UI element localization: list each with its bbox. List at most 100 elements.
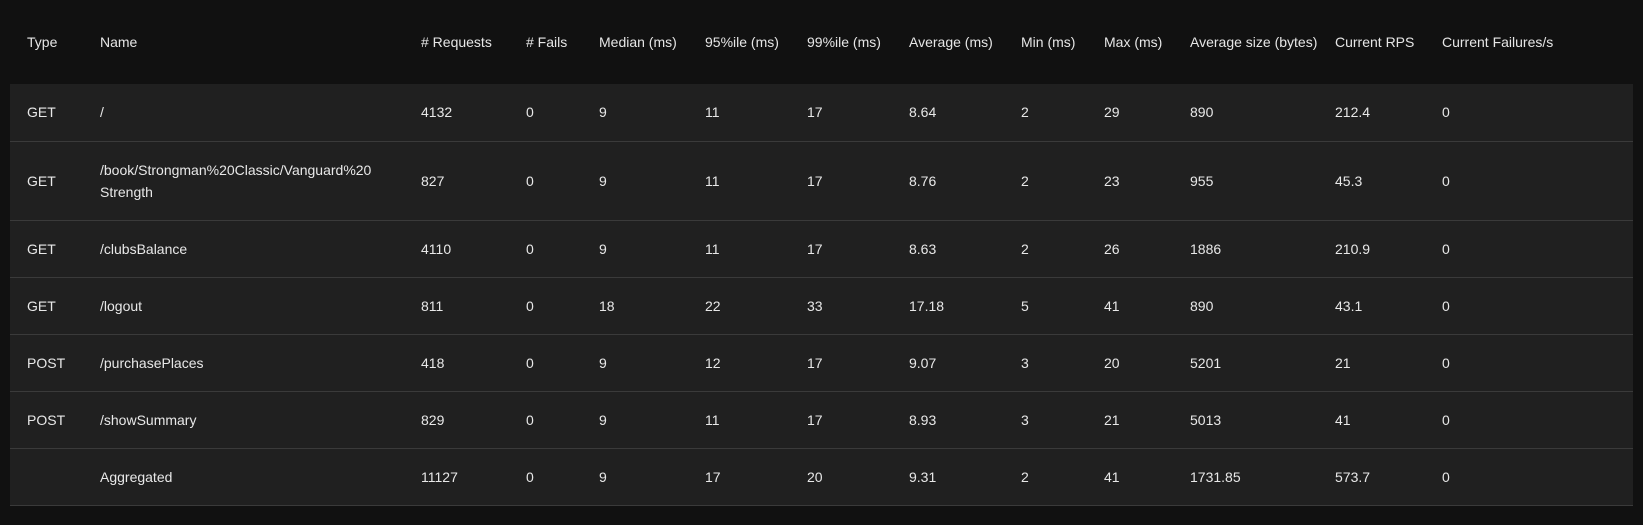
cell-median: 9 [599, 172, 607, 189]
col-header-average[interactable]: Average (ms) [909, 34, 993, 50]
cell-current-failures: 0 [1442, 104, 1450, 121]
cell-average-size: 5201 [1190, 354, 1222, 371]
col-header-name[interactable]: Name [100, 34, 138, 50]
cell-99ile: 17 [807, 104, 823, 121]
cell-current-failures: 0 [1442, 297, 1450, 314]
cell-95ile: 22 [705, 297, 721, 314]
col-header-99ile[interactable]: 99%ile (ms) [807, 34, 881, 50]
cell-99ile: 20 [807, 468, 823, 485]
cell-requests: 811 [421, 297, 444, 314]
table-row: GET /book/Strongman%20Classic/Vanguard%2… [10, 141, 1633, 220]
cell-95ile: 12 [705, 354, 721, 371]
cell-current-failures: 0 [1442, 468, 1450, 485]
cell-95ile: 11 [705, 240, 720, 257]
cell-average: 8.93 [909, 411, 937, 428]
cell-median: 9 [599, 468, 607, 485]
table-row: POST /purchasePlaces 418 0 9 12 17 9.07 … [10, 334, 1633, 391]
cell-name: /showSummary [100, 411, 197, 428]
cell-average-size: 890 [1190, 104, 1214, 121]
cell-average: 8.76 [909, 172, 937, 189]
col-header-average-size[interactable]: Average size (bytes) [1190, 34, 1318, 50]
cell-99ile: 17 [807, 411, 823, 428]
cell-99ile: 17 [807, 172, 823, 189]
cell-min: 2 [1021, 172, 1029, 189]
cell-current-failures: 0 [1442, 411, 1450, 428]
cell-type: GET [27, 172, 56, 189]
cell-name: /logout [100, 297, 143, 314]
cell-max: 23 [1104, 172, 1120, 189]
cell-requests: 11127 [421, 468, 458, 485]
cell-min: 2 [1021, 240, 1029, 257]
cell-name: / [100, 104, 104, 121]
table-row: POST /showSummary 829 0 9 11 17 8.93 3 2… [10, 391, 1633, 448]
cell-name: /clubsBalance [100, 240, 188, 257]
table-header-row: Type Name # Requests # Fails Median (ms)… [10, 0, 1633, 84]
col-header-fails[interactable]: # Fails [526, 34, 568, 50]
cell-median: 18 [599, 297, 615, 314]
table-row: GET /clubsBalance 4110 0 9 11 17 8.63 2 … [10, 220, 1633, 277]
cell-current-rps: 45.3 [1335, 172, 1363, 189]
cell-current-rps: 212.4 [1335, 104, 1371, 121]
cell-fails: 0 [526, 172, 534, 189]
cell-average-size: 955 [1190, 172, 1214, 189]
col-header-max[interactable]: Max (ms) [1104, 34, 1163, 50]
cell-requests: 4132 [421, 104, 453, 121]
cell-fails: 0 [526, 468, 534, 485]
cell-current-rps: 41 [1335, 411, 1351, 428]
col-header-median[interactable]: Median (ms) [599, 34, 677, 50]
cell-type: GET [27, 104, 56, 121]
cell-type: POST [27, 354, 66, 371]
col-header-min[interactable]: Min (ms) [1021, 34, 1076, 50]
cell-max: 41 [1104, 468, 1120, 485]
aggregated-row: Aggregated 11127 0 9 17 20 9.31 2 41 173… [10, 448, 1633, 505]
cell-median: 9 [599, 240, 607, 257]
cell-fails: 0 [526, 411, 534, 428]
cell-average-size: 890 [1190, 297, 1214, 314]
cell-fails: 0 [526, 240, 534, 257]
cell-current-rps: 573.7 [1335, 468, 1371, 485]
cell-current-rps: 43.1 [1335, 297, 1363, 314]
col-header-current-rps[interactable]: Current RPS [1335, 34, 1415, 50]
cell-min: 2 [1021, 468, 1029, 485]
cell-average-size: 5013 [1190, 411, 1222, 428]
table-row: GET /logout 811 0 18 22 33 17.18 5 41 89… [10, 277, 1633, 334]
cell-type: POST [27, 411, 66, 428]
request-statistics-table: Type Name # Requests # Fails Median (ms)… [10, 0, 1633, 506]
cell-name: /purchasePlaces [100, 354, 204, 371]
cell-current-rps: 21 [1335, 354, 1351, 371]
col-header-requests[interactable]: # Requests [421, 34, 492, 50]
cell-median: 9 [599, 411, 607, 428]
cell-requests: 827 [421, 172, 445, 189]
stats-table-container: Type Name # Requests # Fails Median (ms)… [10, 0, 1633, 506]
cell-median: 9 [599, 354, 607, 371]
col-header-current-failures[interactable]: Current Failures/s [1442, 34, 1554, 50]
cell-95ile: 11 [705, 104, 720, 121]
col-header-95ile[interactable]: 95%ile (ms) [705, 34, 779, 50]
cell-type: GET [27, 297, 56, 314]
cell-current-failures: 0 [1442, 240, 1450, 257]
cell-average: 9.07 [909, 354, 937, 371]
cell-current-failures: 0 [1442, 354, 1450, 371]
cell-min: 3 [1021, 411, 1029, 428]
cell-99ile: 33 [807, 297, 823, 314]
cell-average-size: 1731.85 [1190, 468, 1241, 485]
cell-type: GET [27, 240, 56, 257]
cell-99ile: 17 [807, 240, 823, 257]
cell-requests: 418 [421, 354, 445, 371]
cell-fails: 0 [526, 354, 534, 371]
cell-max: 29 [1104, 104, 1120, 121]
cell-current-failures: 0 [1442, 172, 1450, 189]
cell-min: 5 [1021, 297, 1029, 314]
cell-max: 26 [1104, 240, 1120, 257]
cell-average: 17.18 [909, 297, 945, 314]
cell-99ile: 17 [807, 354, 823, 371]
cell-requests: 829 [421, 411, 445, 428]
cell-average-size: 1886 [1190, 240, 1222, 257]
cell-95ile: 17 [705, 468, 721, 485]
col-header-type[interactable]: Type [27, 34, 58, 50]
cell-median: 9 [599, 104, 607, 121]
cell-name: Aggregated [100, 468, 173, 485]
cell-max: 41 [1104, 297, 1120, 314]
cell-name: /book/Strongman%20Classic/Vanguard%20Str… [100, 161, 372, 200]
cell-min: 3 [1021, 354, 1029, 371]
